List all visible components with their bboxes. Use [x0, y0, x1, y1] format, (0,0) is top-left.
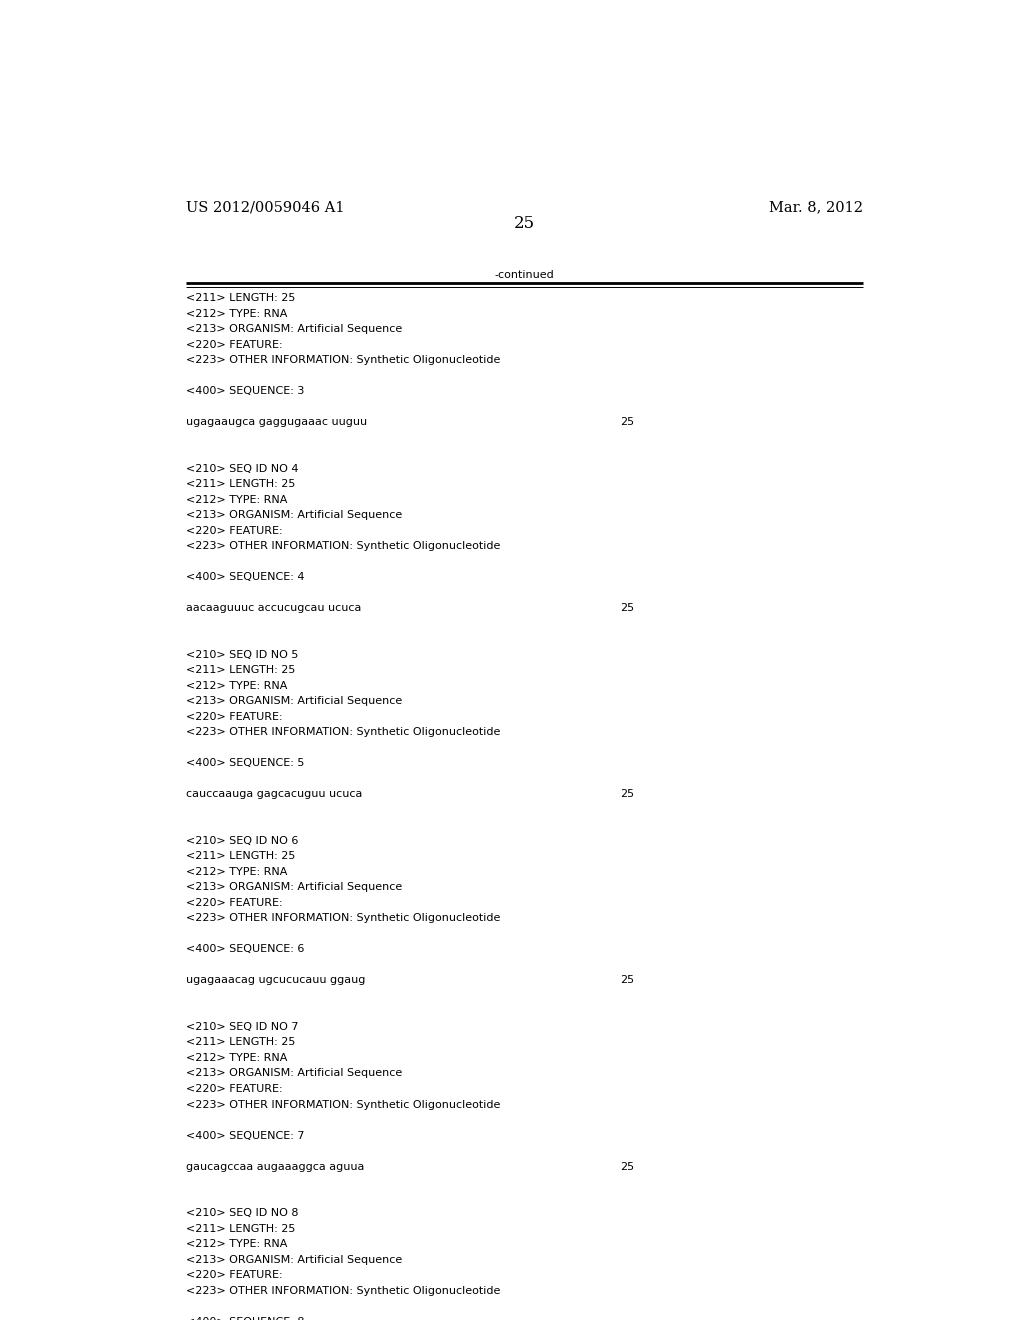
Text: <210> SEQ ID NO 7: <210> SEQ ID NO 7: [186, 1022, 299, 1032]
Text: <220> FEATURE:: <220> FEATURE:: [186, 711, 283, 722]
Text: <400> SEQUENCE: 5: <400> SEQUENCE: 5: [186, 759, 304, 768]
Text: <211> LENGTH: 25: <211> LENGTH: 25: [186, 665, 296, 676]
Text: <210> SEQ ID NO 4: <210> SEQ ID NO 4: [186, 463, 299, 474]
Text: <223> OTHER INFORMATION: Synthetic Oligonucleotide: <223> OTHER INFORMATION: Synthetic Oligo…: [186, 913, 501, 924]
Text: Mar. 8, 2012: Mar. 8, 2012: [769, 201, 863, 215]
Text: <400> SEQUENCE: 8: <400> SEQUENCE: 8: [186, 1316, 304, 1320]
Text: <212> TYPE: RNA: <212> TYPE: RNA: [186, 681, 288, 690]
Text: 25: 25: [620, 789, 634, 800]
Text: -continued: -continued: [495, 271, 555, 280]
Text: <223> OTHER INFORMATION: Synthetic Oligonucleotide: <223> OTHER INFORMATION: Synthetic Oligo…: [186, 727, 501, 738]
Text: aacaaguuuc accucugcau ucuca: aacaaguuuc accucugcau ucuca: [186, 603, 361, 614]
Text: <213> ORGANISM: Artificial Sequence: <213> ORGANISM: Artificial Sequence: [186, 697, 402, 706]
Text: <400> SEQUENCE: 7: <400> SEQUENCE: 7: [186, 1130, 304, 1140]
Text: 25: 25: [620, 975, 634, 986]
Text: 25: 25: [620, 603, 634, 614]
Text: <213> ORGANISM: Artificial Sequence: <213> ORGANISM: Artificial Sequence: [186, 511, 402, 520]
Text: <210> SEQ ID NO 5: <210> SEQ ID NO 5: [186, 649, 299, 660]
Text: <213> ORGANISM: Artificial Sequence: <213> ORGANISM: Artificial Sequence: [186, 325, 402, 334]
Text: <211> LENGTH: 25: <211> LENGTH: 25: [186, 293, 296, 304]
Text: <211> LENGTH: 25: <211> LENGTH: 25: [186, 851, 296, 862]
Text: <220> FEATURE:: <220> FEATURE:: [186, 1270, 283, 1280]
Text: <213> ORGANISM: Artificial Sequence: <213> ORGANISM: Artificial Sequence: [186, 1254, 402, 1265]
Text: <223> OTHER INFORMATION: Synthetic Oligonucleotide: <223> OTHER INFORMATION: Synthetic Oligo…: [186, 355, 501, 366]
Text: <220> FEATURE:: <220> FEATURE:: [186, 339, 283, 350]
Text: <211> LENGTH: 25: <211> LENGTH: 25: [186, 479, 296, 490]
Text: <213> ORGANISM: Artificial Sequence: <213> ORGANISM: Artificial Sequence: [186, 882, 402, 892]
Text: cauccaauga gagcacuguu ucuca: cauccaauga gagcacuguu ucuca: [186, 789, 362, 800]
Text: <211> LENGTH: 25: <211> LENGTH: 25: [186, 1224, 296, 1234]
Text: <223> OTHER INFORMATION: Synthetic Oligonucleotide: <223> OTHER INFORMATION: Synthetic Oligo…: [186, 541, 501, 552]
Text: gaucagccaa augaaaggca aguua: gaucagccaa augaaaggca aguua: [186, 1162, 365, 1172]
Text: 25: 25: [514, 215, 536, 231]
Text: US 2012/0059046 A1: US 2012/0059046 A1: [186, 201, 345, 215]
Text: <223> OTHER INFORMATION: Synthetic Oligonucleotide: <223> OTHER INFORMATION: Synthetic Oligo…: [186, 1100, 501, 1110]
Text: <210> SEQ ID NO 6: <210> SEQ ID NO 6: [186, 836, 299, 846]
Text: <211> LENGTH: 25: <211> LENGTH: 25: [186, 1038, 296, 1048]
Text: <212> TYPE: RNA: <212> TYPE: RNA: [186, 867, 288, 876]
Text: <223> OTHER INFORMATION: Synthetic Oligonucleotide: <223> OTHER INFORMATION: Synthetic Oligo…: [186, 1286, 501, 1296]
Text: 25: 25: [620, 417, 634, 428]
Text: ugagaaacag ugcucucauu ggaug: ugagaaacag ugcucucauu ggaug: [186, 975, 366, 986]
Text: <210> SEQ ID NO 8: <210> SEQ ID NO 8: [186, 1208, 299, 1218]
Text: <220> FEATURE:: <220> FEATURE:: [186, 1084, 283, 1094]
Text: <212> TYPE: RNA: <212> TYPE: RNA: [186, 1239, 288, 1249]
Text: ugagaaugca gaggugaaac uuguu: ugagaaugca gaggugaaac uuguu: [186, 417, 368, 428]
Text: 25: 25: [620, 1162, 634, 1172]
Text: <220> FEATURE:: <220> FEATURE:: [186, 525, 283, 536]
Text: <212> TYPE: RNA: <212> TYPE: RNA: [186, 1053, 288, 1063]
Text: <212> TYPE: RNA: <212> TYPE: RNA: [186, 309, 288, 318]
Text: <400> SEQUENCE: 6: <400> SEQUENCE: 6: [186, 944, 304, 954]
Text: <213> ORGANISM: Artificial Sequence: <213> ORGANISM: Artificial Sequence: [186, 1068, 402, 1078]
Text: <400> SEQUENCE: 4: <400> SEQUENCE: 4: [186, 573, 304, 582]
Text: <400> SEQUENCE: 3: <400> SEQUENCE: 3: [186, 387, 304, 396]
Text: <212> TYPE: RNA: <212> TYPE: RNA: [186, 495, 288, 504]
Text: <220> FEATURE:: <220> FEATURE:: [186, 898, 283, 908]
